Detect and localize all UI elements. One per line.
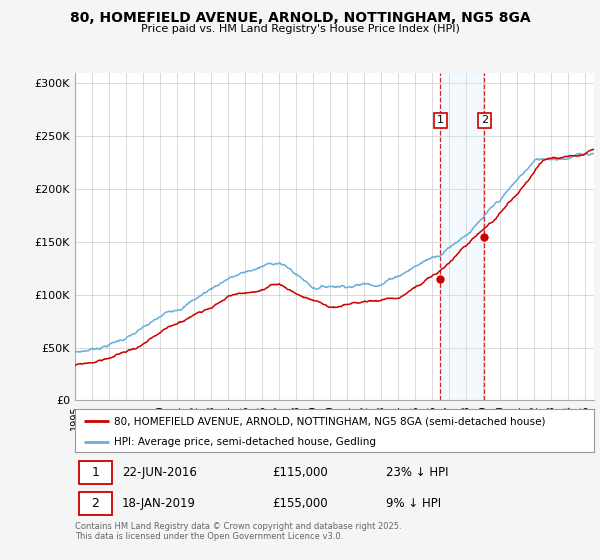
- Text: 18-JAN-2019: 18-JAN-2019: [122, 497, 196, 510]
- Text: 22-JUN-2016: 22-JUN-2016: [122, 465, 197, 479]
- Text: 1: 1: [437, 115, 444, 125]
- Text: 2: 2: [481, 115, 488, 125]
- Text: HPI: Average price, semi-detached house, Gedling: HPI: Average price, semi-detached house,…: [114, 437, 376, 446]
- Text: 2: 2: [92, 497, 100, 510]
- FancyBboxPatch shape: [79, 461, 112, 484]
- Text: £115,000: £115,000: [272, 465, 328, 479]
- Text: £155,000: £155,000: [272, 497, 328, 510]
- Text: Price paid vs. HM Land Registry's House Price Index (HPI): Price paid vs. HM Land Registry's House …: [140, 24, 460, 34]
- Text: 23% ↓ HPI: 23% ↓ HPI: [386, 465, 449, 479]
- FancyBboxPatch shape: [79, 492, 112, 515]
- Bar: [440, 73, 484, 400]
- Text: Contains HM Land Registry data © Crown copyright and database right 2025.
This d: Contains HM Land Registry data © Crown c…: [75, 522, 401, 542]
- Text: 1: 1: [92, 465, 100, 479]
- Text: 80, HOMEFIELD AVENUE, ARNOLD, NOTTINGHAM, NG5 8GA: 80, HOMEFIELD AVENUE, ARNOLD, NOTTINGHAM…: [70, 11, 530, 25]
- Text: 80, HOMEFIELD AVENUE, ARNOLD, NOTTINGHAM, NG5 8GA (semi-detached house): 80, HOMEFIELD AVENUE, ARNOLD, NOTTINGHAM…: [114, 416, 545, 426]
- Text: 9% ↓ HPI: 9% ↓ HPI: [386, 497, 442, 510]
